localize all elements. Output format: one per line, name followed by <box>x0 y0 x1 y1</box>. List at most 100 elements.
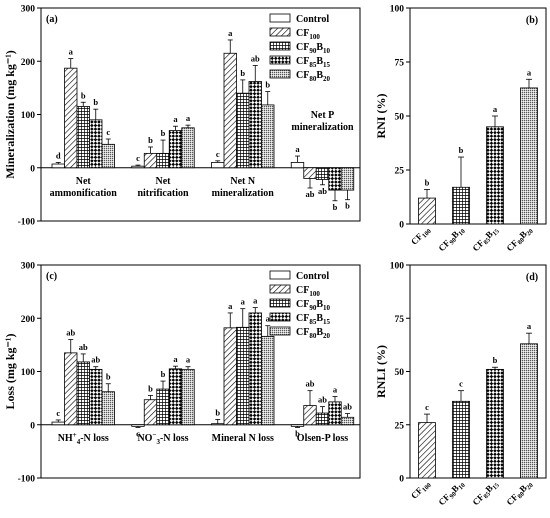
significance-letter: ab <box>343 402 352 412</box>
category-label-part: 90 <box>448 237 458 247</box>
category-label: CF90B10 <box>436 478 466 508</box>
significance-letter: ab <box>251 54 260 64</box>
significance-letter: a <box>228 28 233 38</box>
significance-letter: a <box>253 296 258 306</box>
bar <box>101 391 115 426</box>
significance-letter: a <box>241 297 246 307</box>
significance-letter: b <box>81 90 86 100</box>
significance-letter: ab <box>318 395 327 405</box>
legend-label-text2: B <box>316 313 323 324</box>
bar <box>520 87 538 225</box>
significance-letter: b <box>345 201 350 211</box>
bar <box>418 422 436 479</box>
y-tick-label: 100 <box>390 262 405 272</box>
significance-letter: a <box>493 104 498 114</box>
significance-letter: c <box>216 149 220 159</box>
significance-letter: a <box>186 113 191 123</box>
legend-label-sub2: 15 <box>323 318 331 326</box>
legend-label: CF90B10 <box>296 299 331 312</box>
significance-letter: d <box>56 150 61 160</box>
y-tick-label: 0 <box>399 221 404 231</box>
legend-label: CF80B20 <box>296 70 331 83</box>
significance-letter: c <box>56 408 60 418</box>
category-label-part: B <box>483 229 494 240</box>
bar <box>143 399 158 426</box>
legend-label-text: CF <box>296 327 309 338</box>
significance-letter: b <box>493 355 498 365</box>
y-tick-label: 0 <box>399 475 404 485</box>
legend-label-text: CF <box>296 313 309 324</box>
y-axis-label: RNLI (%) <box>374 345 388 398</box>
category-label: ammonification <box>50 188 118 199</box>
category-label-part: 20 <box>525 482 535 492</box>
legend-swatch <box>269 69 291 79</box>
category-label-sup: − <box>152 431 156 439</box>
bar <box>486 126 504 225</box>
category-label-sub: 4 <box>77 438 81 446</box>
bar <box>248 312 262 426</box>
legend-label-text2: B <box>316 327 323 338</box>
category-label-part: 10 <box>457 482 467 492</box>
bar <box>290 424 305 427</box>
legend-label-sub: 100 <box>309 290 320 298</box>
category-label-text: NO <box>137 433 152 444</box>
bar <box>181 127 195 169</box>
bar <box>261 335 275 426</box>
bar <box>64 67 78 169</box>
significance-letter: a <box>186 355 191 365</box>
bar <box>89 119 103 169</box>
y-tick-label: -100 <box>18 218 36 228</box>
category-label: Net <box>156 176 172 187</box>
category-label: Net <box>76 176 92 187</box>
legend-label-text2: B <box>316 56 323 67</box>
legend-label-sub2: 15 <box>323 61 331 69</box>
category-label-part: 20 <box>525 228 535 238</box>
legend-label-sub: 100 <box>309 33 320 41</box>
significance-letter: a <box>228 301 233 311</box>
bar <box>236 326 250 426</box>
legend-swatch <box>269 326 291 336</box>
category-label-text: Olsen-P loss <box>297 433 349 444</box>
panel-tag: (b) <box>526 15 538 26</box>
legend-label: CF100 <box>296 28 320 41</box>
bar <box>340 416 355 426</box>
legend-label-text: Control <box>296 14 329 25</box>
bar <box>452 400 470 479</box>
legend-label-text: CF <box>296 299 309 310</box>
category-label: CF90B10 <box>436 224 466 254</box>
y-tick-label: 100 <box>21 111 36 121</box>
category-label-part: B <box>483 483 494 494</box>
bar <box>131 424 145 427</box>
y-tick-label: 50 <box>395 113 405 123</box>
legend-label-text: CF <box>296 285 309 296</box>
category-label: CF100 <box>409 224 433 248</box>
category-label-part: B <box>517 229 528 240</box>
category-label: mineralization <box>212 188 275 199</box>
bar <box>418 197 436 225</box>
significance-letter: a <box>69 47 74 57</box>
significance-letter: b <box>106 372 111 382</box>
panel-d-rnli-chart: 0 25 50 75 100 RNLI (%) (d) c CF100 c CF90B10 b CF85… <box>374 262 547 509</box>
legend-label-text: CF <box>296 56 309 67</box>
bar <box>520 343 538 479</box>
y-tick-label: 25 <box>395 167 405 177</box>
legend-label: CF85B15 <box>296 313 331 326</box>
significance-letter: b <box>425 177 430 187</box>
legend-label-text2: B <box>316 70 323 81</box>
bar <box>143 152 158 169</box>
bar <box>51 163 65 169</box>
significance-letter: b <box>295 428 300 438</box>
significance-letter: b <box>265 80 270 90</box>
category-label: CF85B15 <box>470 478 501 509</box>
category-label-part: 15 <box>491 481 501 491</box>
legend-label-sub2: 20 <box>323 75 331 83</box>
bar <box>76 106 90 169</box>
category-label: CF100 <box>409 478 433 502</box>
bar <box>328 167 342 191</box>
legend-label-sub: 80 <box>309 332 317 340</box>
panel-a-mineralization-chart: -100 0 100 200 300 Mineralization (mg kg⁻¹) (a… <box>3 5 361 228</box>
bar <box>261 104 275 169</box>
category-label-part: 10 <box>457 228 467 238</box>
significance-letter: c <box>425 402 429 412</box>
